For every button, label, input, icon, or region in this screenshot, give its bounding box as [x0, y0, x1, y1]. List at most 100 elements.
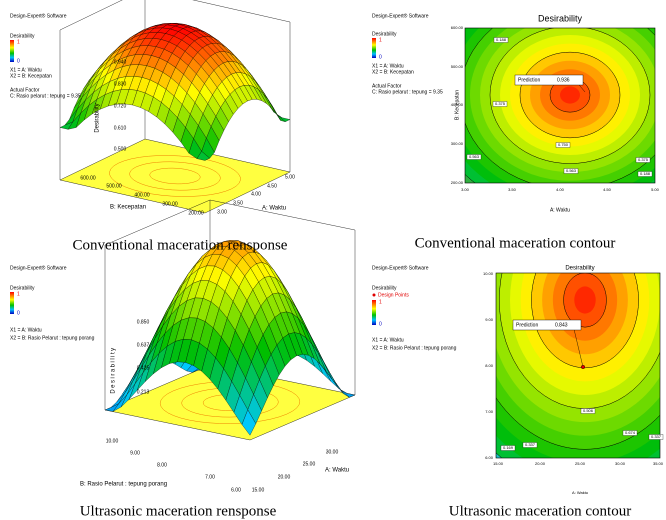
- y-tick-label: 10.00: [483, 271, 494, 276]
- z-tick-label: 0.425: [137, 365, 150, 371]
- contour-label: 0.750: [558, 142, 569, 147]
- contour-label: 0.337: [651, 434, 662, 439]
- y-tick-label: 200.00: [188, 210, 204, 216]
- contour-label: 0.375: [638, 157, 649, 162]
- contour-band: [560, 86, 580, 104]
- y-tick-label: 400.00: [134, 192, 150, 198]
- box-edge: [104, 199, 211, 246]
- contour-label-box: [648, 434, 664, 440]
- z-tick-label: 0.637: [137, 342, 150, 348]
- contour-label-box: [622, 430, 638, 436]
- x-axis-label: A: Waktu: [325, 468, 349, 474]
- y-tick-label: 6.00: [485, 455, 494, 460]
- factor-x2: X2 = B: Kecepatan: [372, 69, 414, 75]
- prediction-label: Prediction: [518, 77, 540, 83]
- contour-label: 0.188: [640, 171, 651, 176]
- floor-contour: [159, 381, 301, 424]
- software: Design-Expert® Software: [372, 12, 429, 19]
- y-tick-label: 300.00: [451, 141, 464, 146]
- z-tick-label: 0.500: [114, 146, 127, 152]
- legend-low: 0: [17, 310, 20, 316]
- y-tick-label: 200.00: [451, 180, 464, 185]
- contour-label: 0.506: [583, 408, 594, 413]
- contour-label: 0.563: [566, 168, 577, 173]
- factor-x1: X1 = A: Waktu: [372, 337, 404, 343]
- factor-x1: X1 = A: Waktu: [10, 327, 42, 333]
- y-tick-label: 9.00: [485, 317, 494, 322]
- y-tick-label: 9.00: [130, 450, 140, 456]
- contour-label-box: [580, 408, 596, 414]
- x-tick-label: 4.50: [603, 187, 612, 192]
- y-tick-label: 400.00: [451, 102, 464, 107]
- response: Desirability: [10, 285, 35, 291]
- factor-x2: X2 = B: Rasio Pelarut : tepung porang: [10, 335, 95, 341]
- software: Design-Expert® Software: [372, 264, 429, 271]
- contour-label: 0.563: [469, 154, 480, 159]
- plot-title: Desirability: [565, 266, 594, 272]
- y-tick-label: 6.00: [231, 487, 241, 493]
- contour-label-box: [466, 154, 482, 160]
- x-tick-label: 3.50: [508, 187, 517, 192]
- prediction-box: [514, 74, 584, 86]
- contour-label: 0.674: [625, 430, 636, 435]
- x-axis-label: A: Waktu: [572, 490, 588, 495]
- floor-contour: [129, 161, 221, 191]
- contour-label-box: [492, 101, 508, 107]
- contour-label-box: [555, 142, 571, 148]
- design-points-label: Design Points: [378, 292, 409, 298]
- z-tick-label: 0.720: [114, 103, 127, 109]
- y-tick-label: 300.00: [162, 201, 178, 207]
- x-tick-label: 4.00: [556, 187, 565, 192]
- z-tick-label: 0.940: [114, 59, 127, 65]
- y-tick-label: 8.00: [485, 363, 494, 368]
- x-tick-label: 3.50: [233, 200, 243, 206]
- surfaces: [59, 0, 356, 441]
- floor-contour: [149, 167, 201, 185]
- surface-cell: [262, 93, 276, 114]
- caption: Conventional maceration rensponse: [73, 237, 288, 253]
- response: Desirability: [10, 33, 35, 39]
- legend-high: 1: [17, 39, 20, 45]
- legend-bar: [10, 40, 14, 62]
- y-tick-label: 10.00: [106, 438, 119, 444]
- x-tick-label: 4.50: [267, 183, 277, 189]
- box-edge: [192, 0, 291, 23]
- contour-plot: [465, 28, 655, 183]
- plot-title: Desirability: [538, 13, 583, 23]
- legend-bar: [10, 292, 14, 314]
- y-axis-label: B: Kecepatan: [110, 205, 146, 211]
- surface-cell: [196, 151, 210, 161]
- prediction-box: [512, 319, 582, 331]
- x-axis-label: A: Waktu: [550, 207, 570, 213]
- legend-low: 0: [17, 58, 20, 64]
- surface-cell: [241, 409, 257, 436]
- y-tick-label: 7.00: [205, 474, 215, 480]
- box-edge: [209, 199, 356, 231]
- contour-label-box: [563, 168, 579, 174]
- contour-label: 0.169: [503, 445, 514, 450]
- y-tick-label: 600.00: [80, 175, 96, 181]
- software: Design-Expert® Software: [10, 12, 67, 19]
- plot-frame: [464, 27, 656, 184]
- z-axis-label: Desirability: [95, 103, 101, 132]
- legend-bar: [372, 300, 376, 325]
- caption: Ultrasonic maceration rensponse: [80, 503, 277, 519]
- x-tick-label: 3.00: [217, 209, 227, 215]
- floor-contour: [109, 155, 241, 197]
- x-tick-label: 4.00: [251, 191, 261, 197]
- y-tick-label: 500.00: [451, 64, 464, 69]
- contour-label-box: [493, 37, 509, 43]
- x-tick-label: 30.00: [615, 461, 626, 466]
- x-tick-label: 20.00: [278, 474, 291, 480]
- design-point: [581, 365, 586, 370]
- contour-label: 0.337: [525, 442, 536, 447]
- x-tick-label: 25.00: [575, 461, 586, 466]
- x-tick-label: 35.00: [653, 461, 664, 466]
- y-tick-label: 8.00: [157, 462, 167, 468]
- z-axis-label: Desirability: [111, 346, 117, 393]
- response: Desirability: [372, 31, 397, 37]
- actual-factor: Actual Factor: [372, 83, 402, 89]
- x-tick-label: 5.00: [285, 174, 295, 180]
- factor-c: C: Rasio pelarut : tepung = 9.35: [372, 89, 443, 95]
- x-tick-label: 15.00: [493, 461, 504, 466]
